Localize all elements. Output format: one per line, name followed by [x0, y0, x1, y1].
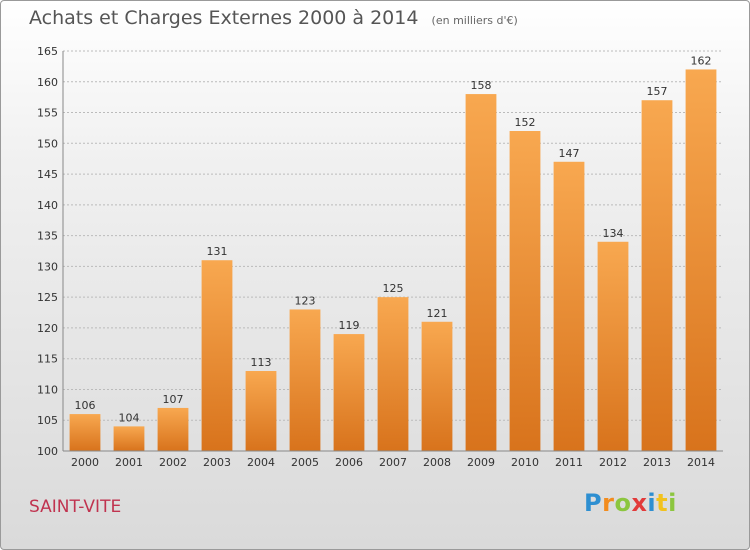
- bar-2011: [553, 161, 585, 451]
- bar-2009: [465, 94, 497, 452]
- brand-letter: i: [647, 489, 657, 517]
- x-tick-label: 2004: [247, 456, 275, 469]
- y-tick-label: 145: [37, 168, 58, 181]
- title-row: Achats et Charges Externes 2000 à 2014 (…: [29, 7, 518, 29]
- bar-2012: [597, 241, 629, 451]
- data-label-2011: 147: [559, 147, 580, 160]
- y-tick-label: 160: [37, 76, 58, 89]
- data-label-2010: 152: [515, 116, 536, 129]
- chart-title: Achats et Charges Externes 2000 à 2014: [29, 7, 419, 29]
- y-tick-label: 100: [37, 445, 58, 458]
- bar-2004: [245, 371, 277, 451]
- y-tick-label: 130: [37, 260, 58, 273]
- y-tick-label: 150: [37, 137, 58, 150]
- data-label-2008: 121: [427, 307, 448, 320]
- bar-2001: [113, 426, 145, 451]
- brand-letter: r: [602, 489, 615, 517]
- data-label-2012: 134: [603, 227, 624, 240]
- x-tick-label: 2012: [599, 456, 627, 469]
- data-label-2000: 106: [75, 399, 96, 412]
- bar-2007: [377, 297, 409, 451]
- data-label-2014: 162: [691, 54, 712, 67]
- x-tick-label: 2001: [115, 456, 143, 469]
- y-tick-label: 125: [37, 291, 58, 304]
- x-tick-label: 2008: [423, 456, 451, 469]
- x-tick-label: 2002: [159, 456, 187, 469]
- bar-2008: [421, 321, 453, 451]
- y-tick-label: 135: [37, 230, 58, 243]
- x-tick-label: 2011: [555, 456, 583, 469]
- brand-letter: P: [584, 489, 603, 517]
- bar-2005: [289, 309, 321, 451]
- data-label-2001: 104: [119, 411, 140, 424]
- y-tick-label: 120: [37, 322, 58, 335]
- brand-logo: Proxiti: [584, 489, 677, 517]
- x-tick-label: 2000: [71, 456, 99, 469]
- bar-2010: [509, 131, 541, 451]
- x-tick-label: 2006: [335, 456, 363, 469]
- x-tick-label: 2010: [511, 456, 539, 469]
- bar-2014: [685, 69, 717, 451]
- y-tick-label: 105: [37, 414, 58, 427]
- x-tick-label: 2005: [291, 456, 319, 469]
- data-label-2005: 123: [295, 294, 316, 307]
- x-tick-label: 2007: [379, 456, 407, 469]
- location-label: SAINT-VITE: [29, 497, 122, 517]
- brand-letter: x: [631, 489, 648, 517]
- x-tick-label: 2003: [203, 456, 231, 469]
- y-tick-label: 165: [37, 45, 58, 58]
- x-tick-label: 2009: [467, 456, 495, 469]
- bar-2002: [157, 407, 189, 451]
- bar-2003: [201, 260, 233, 451]
- data-label-2006: 119: [339, 319, 360, 332]
- data-label-2009: 158: [471, 79, 492, 92]
- y-tick-label: 110: [37, 383, 58, 396]
- brand-letter: o: [614, 489, 632, 517]
- data-label-2004: 113: [251, 356, 272, 369]
- bar-2013: [641, 100, 673, 451]
- brand-letter: i: [668, 489, 677, 517]
- bar-2000: [69, 414, 101, 451]
- y-tick-label: 155: [37, 107, 58, 120]
- data-label-2007: 125: [383, 282, 404, 295]
- data-label-2003: 131: [207, 245, 228, 258]
- data-label-2013: 157: [647, 85, 668, 98]
- brand-letter: t: [656, 489, 669, 517]
- data-label-2002: 107: [163, 393, 184, 406]
- x-tick-label: 2014: [687, 456, 715, 469]
- x-tick-label: 2013: [643, 456, 671, 469]
- y-tick-label: 140: [37, 199, 58, 212]
- y-tick-label: 115: [37, 353, 58, 366]
- bar-2006: [333, 334, 365, 451]
- chart-subtitle: (en milliers d'€): [431, 14, 518, 27]
